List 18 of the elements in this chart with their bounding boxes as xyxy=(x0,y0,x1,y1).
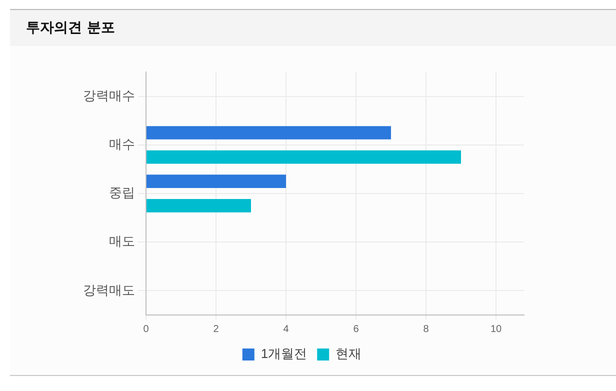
legend-label: 1개월전 xyxy=(260,346,308,362)
y-tick-label: 강력매수 xyxy=(83,88,135,103)
bar xyxy=(146,174,286,188)
y-tick-label: 강력매도 xyxy=(83,282,135,298)
x-tick-label: 6 xyxy=(353,324,360,335)
chart-title: 투자의견 분포 xyxy=(10,10,616,46)
y-tick-label: 중립 xyxy=(109,185,135,200)
x-tick-label: 8 xyxy=(423,324,430,335)
y-tick-label: 매수 xyxy=(109,136,135,152)
x-tick-label: 0 xyxy=(143,324,150,335)
bar xyxy=(146,198,251,212)
bar xyxy=(146,126,391,140)
x-tick-label: 4 xyxy=(283,324,290,335)
bar xyxy=(146,150,461,164)
legend-label: 현재 xyxy=(336,346,362,362)
y-tick-label: 매도 xyxy=(109,234,135,249)
x-tick-label: 2 xyxy=(213,324,220,335)
x-tick-label: 10 xyxy=(490,324,502,335)
